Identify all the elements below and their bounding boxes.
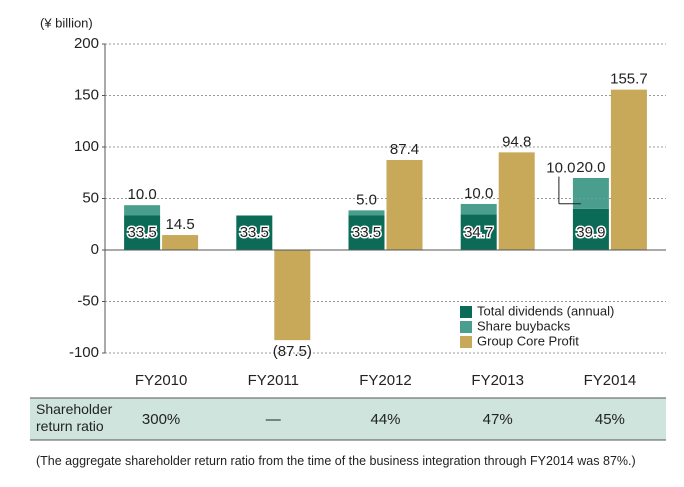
data-label: 34.7: [464, 224, 493, 241]
data-label: 20.0: [576, 159, 605, 176]
table-cell: —: [266, 411, 281, 428]
table-cell: 47%: [483, 411, 513, 428]
legend-swatch: [460, 306, 472, 318]
y-tick-label: -50: [77, 292, 99, 309]
footnote: (The aggregate shareholder return ratio …: [36, 454, 636, 468]
x-tick-label: FY2011: [248, 372, 299, 389]
annotation: 10.0: [546, 160, 575, 177]
table-cell: 300%: [142, 411, 180, 428]
legend-label: Group Core Profit: [477, 333, 579, 348]
table-header: Shareholder return ratio: [36, 401, 113, 434]
y-axis-label: (¥ billion): [40, 15, 93, 30]
data-label: 33.5: [352, 224, 381, 241]
bar: [274, 250, 311, 341]
x-tick-label: FY2010: [135, 372, 188, 389]
data-label: 5.0: [356, 191, 377, 208]
bar: [348, 210, 385, 216]
data-label: 87.4: [390, 141, 419, 158]
footnote-box: (The aggregate shareholder return ratio …: [36, 454, 636, 468]
data-label: 33.5: [240, 224, 269, 241]
bar: [460, 214, 497, 250]
data-label: 39.9: [576, 224, 605, 241]
legend-swatch: [460, 336, 472, 348]
data-label: 10.0: [464, 185, 493, 202]
bar: [610, 89, 647, 250]
data-label: 10.0: [127, 186, 156, 203]
y-tick-label: 0: [91, 241, 99, 258]
bar: [572, 178, 609, 199]
y-tick-label: 50: [82, 189, 99, 206]
bar: [124, 205, 161, 216]
bar: [348, 215, 385, 250]
legend-label: Total dividends (annual): [477, 303, 614, 318]
data-label: 94.8: [502, 133, 531, 150]
bar: [460, 203, 497, 215]
y-tick-label: 200: [74, 35, 99, 52]
x-tick-label: FY2013: [471, 372, 524, 389]
table-cell: 45%: [595, 411, 625, 428]
y-tick-label: 150: [74, 86, 99, 103]
bar: [572, 198, 609, 209]
y-tick-label: 100: [74, 138, 99, 155]
bar: [498, 152, 535, 250]
legend-label: Share buybacks: [477, 318, 571, 333]
table-band: [30, 398, 666, 440]
data-label: (87.5): [273, 343, 312, 360]
bar: [236, 215, 273, 250]
table-header-box: Shareholder return ratio: [36, 401, 113, 434]
x-tick-label: FY2014: [584, 372, 637, 389]
data-label: 155.7: [610, 71, 648, 88]
data-label: 14.5: [165, 216, 194, 233]
data-label: 33.5: [127, 224, 156, 241]
table-cell: 44%: [370, 411, 400, 428]
y-tick-label: -100: [69, 344, 99, 361]
bar: [162, 235, 199, 250]
bar: [572, 208, 609, 250]
x-tick-label: FY2012: [359, 372, 412, 389]
legend-swatch: [460, 321, 472, 333]
bar: [386, 159, 423, 250]
bar: [124, 215, 161, 250]
